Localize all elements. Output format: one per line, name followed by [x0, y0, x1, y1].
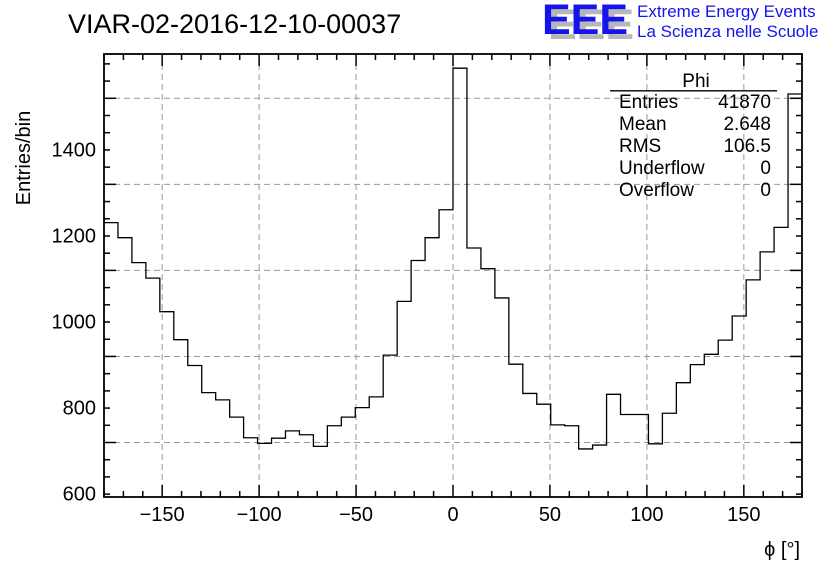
- svg-text:0: 0: [760, 180, 771, 201]
- svg-text:100: 100: [630, 504, 663, 526]
- svg-text:Phi: Phi: [682, 71, 709, 92]
- svg-text:−50: −50: [339, 504, 373, 526]
- svg-text:106.5: 106.5: [723, 136, 771, 157]
- svg-text:Extreme Energy Events: Extreme Energy Events: [637, 2, 816, 21]
- svg-text:−100: −100: [237, 504, 282, 526]
- svg-text:150: 150: [727, 504, 760, 526]
- svg-text:1000: 1000: [52, 312, 97, 334]
- svg-text:2.648: 2.648: [723, 114, 771, 135]
- svg-text:1400: 1400: [52, 140, 97, 162]
- svg-text:0: 0: [447, 504, 458, 526]
- svg-text:Mean: Mean: [619, 114, 667, 135]
- svg-text:1200: 1200: [52, 226, 97, 248]
- svg-text:Overflow: Overflow: [619, 180, 694, 201]
- svg-text:600: 600: [63, 484, 96, 506]
- svg-text:VIAR-02-2016-12-10-00037: VIAR-02-2016-12-10-00037: [68, 9, 401, 39]
- svg-text:Entries/bin: Entries/bin: [13, 111, 35, 206]
- svg-text:La Scienza nelle Scuole: La Scienza nelle Scuole: [637, 22, 818, 41]
- svg-text:−150: −150: [140, 504, 185, 526]
- svg-text:50: 50: [539, 504, 561, 526]
- svg-text:800: 800: [63, 398, 96, 420]
- svg-text:0: 0: [760, 158, 771, 179]
- svg-text:Underflow: Underflow: [619, 158, 705, 179]
- svg-text:RMS: RMS: [619, 136, 661, 157]
- svg-text:ϕ [°]: ϕ [°]: [764, 539, 800, 561]
- svg-text:Entries: Entries: [619, 92, 678, 113]
- svg-text:EEE: EEE: [542, 0, 628, 44]
- svg-text:41870: 41870: [718, 92, 771, 113]
